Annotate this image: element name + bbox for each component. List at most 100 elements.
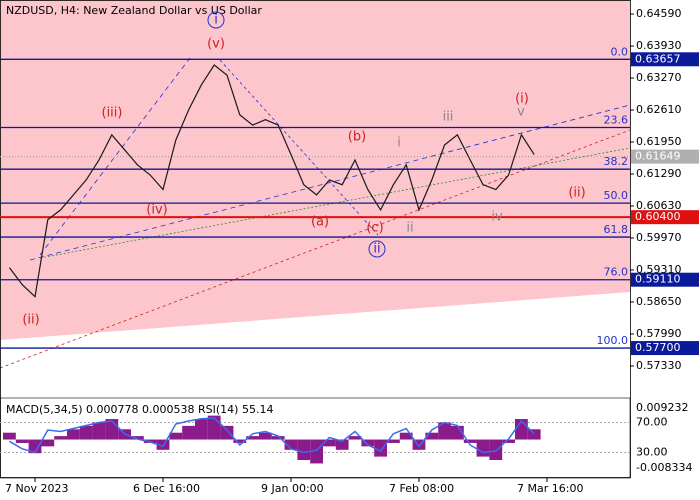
y-tick-label: 0.63930: [636, 39, 682, 52]
x-tick-label: 6 Dec 16:00: [133, 482, 200, 495]
price-line: [8, 64, 535, 298]
indicator-tick-label: 70.00: [636, 416, 668, 429]
wave-label: iv: [491, 210, 503, 225]
level-box: [631, 272, 699, 287]
macd-bar: [374, 439, 387, 457]
level-label: 0.60400: [635, 210, 681, 223]
wave-label: (i): [515, 92, 529, 107]
macd-bar: [233, 439, 247, 443]
macd-bar: [361, 439, 375, 447]
macd-bar: [284, 439, 298, 450]
macd-bar: [92, 422, 106, 440]
macd-bar: [310, 439, 323, 464]
macd-bar: [169, 432, 183, 440]
price-label: 0.61649: [635, 150, 681, 163]
macd-bar: [425, 432, 439, 440]
macd-bar: [297, 439, 311, 461]
level-box: [631, 341, 699, 356]
indicator-tick-label: 0.009232: [636, 401, 689, 414]
y-tick-label: 0.57990: [636, 327, 682, 340]
macd-bar: [3, 432, 16, 440]
macd-bar: [476, 439, 490, 457]
y-tick-label: 0.61290: [636, 167, 682, 180]
fib-label: 23.6: [604, 113, 629, 126]
y-tick-label: 0.63270: [636, 71, 682, 84]
macd-bar: [246, 436, 259, 440]
macd-bar: [438, 422, 451, 440]
level-label: 0.63657: [635, 52, 681, 65]
macd-bar: [387, 439, 400, 443]
indicator-tick-label: 30.00: [636, 446, 668, 459]
wave-label: i: [397, 136, 401, 151]
macd-bar: [220, 425, 234, 440]
y-tick-label: 0.58650: [636, 295, 682, 308]
macd-bar: [271, 436, 285, 440]
wave-label: ii: [373, 242, 380, 257]
macd-bar: [463, 439, 477, 443]
macd-bar: [412, 439, 426, 450]
wave-label: (c): [366, 221, 383, 236]
wave-circle: [368, 240, 386, 258]
wave-label: iii: [443, 110, 454, 125]
macd-bar: [41, 439, 55, 447]
macd-bar: [502, 439, 515, 443]
wave-label: i: [214, 13, 218, 28]
y-tick-label: 0.61950: [636, 135, 682, 148]
x-tick-label: 7 Feb 08:00: [389, 482, 454, 495]
y-tick-label: 0.60630: [636, 199, 682, 212]
wave-label: (iv): [146, 203, 167, 218]
level-label: 0.59110: [635, 273, 681, 286]
trend-line: [0, 129, 631, 369]
macd-bar: [335, 439, 349, 450]
fib-label: 76.0: [604, 266, 629, 279]
wave-label: (iii): [102, 106, 123, 121]
wave-label: ii: [406, 221, 413, 236]
macd-bar: [399, 432, 413, 440]
wave-circle: [207, 11, 225, 29]
x-tick-label: 7 Nov 2023: [5, 482, 68, 495]
fib-label: 38.2: [604, 155, 629, 168]
x-tick-label: 7 Mar 16:00: [517, 482, 583, 495]
y-tick-label: 0.64590: [636, 7, 682, 20]
x-tick-label: 9 Jan 00:00: [261, 482, 324, 495]
fib-label: 100.0: [597, 334, 629, 347]
macd-bar: [28, 439, 42, 454]
macd-bar: [195, 419, 208, 440]
macd-bar: [527, 429, 541, 440]
wave-label: (b): [348, 130, 366, 145]
frame: [0, 0, 631, 478]
macd-bar: [131, 436, 144, 440]
wave-label: v: [517, 105, 525, 120]
trend-line: [29, 104, 631, 261]
wave-label: (v): [207, 37, 225, 52]
level-box: [631, 52, 699, 67]
macd-bar: [182, 425, 195, 440]
macd-bar: [79, 425, 93, 440]
macd-bar: [259, 432, 272, 440]
fib-label: 0.0: [611, 45, 629, 58]
macd-bar: [15, 439, 29, 443]
shaded-zone: [0, 0, 630, 340]
level-box: [631, 210, 699, 225]
fib-label: 61.8: [604, 223, 629, 236]
y-tick-label: 0.57330: [636, 359, 682, 372]
macd-bar: [489, 439, 503, 461]
price-box: [631, 149, 699, 164]
macd-bar: [67, 429, 80, 440]
macd-bar: [348, 436, 362, 440]
fib-label: 50.0: [604, 189, 629, 202]
y-tick-label: 0.62610: [636, 103, 682, 116]
indicator-tick-label: -0.008334: [636, 461, 692, 474]
chart-title: NZDUSD, H4: New Zealand Dollar vs US Dol…: [6, 4, 262, 17]
macd-bar: [156, 439, 170, 450]
wave-label: (ii): [568, 186, 585, 201]
indicator-title: MACD(5,34,5) 0.000778 0.000538 RSI(14) 5…: [6, 403, 273, 416]
rsi-line: [9, 417, 535, 454]
wave-label: (a): [311, 215, 329, 230]
macd-bar: [54, 436, 67, 440]
wave-label: (ii): [22, 313, 39, 328]
level-label: 0.57700: [635, 341, 681, 354]
y-tick-label: 0.59970: [636, 231, 682, 244]
macd-bar: [323, 439, 336, 447]
